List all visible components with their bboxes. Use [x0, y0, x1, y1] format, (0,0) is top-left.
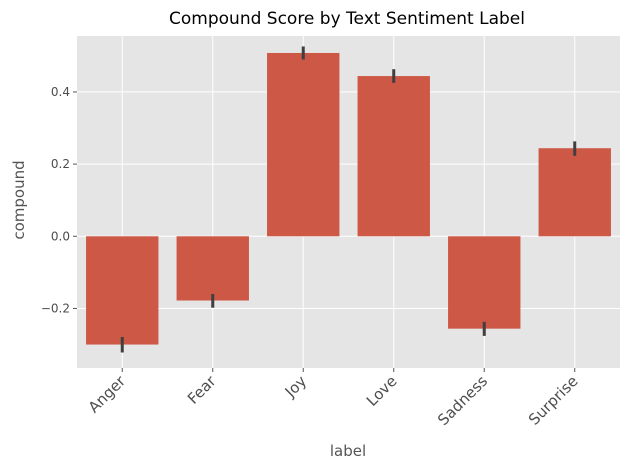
- x-tick-label: Fear: [184, 372, 220, 408]
- bar-love: [357, 76, 430, 237]
- chart-title: Compound Score by Text Sentiment Label: [169, 9, 525, 29]
- x-tick-label: Sadness: [434, 372, 491, 429]
- bar-fear: [176, 236, 249, 301]
- bar-joy: [267, 52, 340, 237]
- y-axis: −0.2 0.0 0.2 0.4: [41, 85, 77, 315]
- x-tick-label: Surprise: [525, 372, 582, 429]
- x-tick-label: Joy: [281, 372, 310, 401]
- bar-surprise: [538, 148, 611, 237]
- x-tick-label: Anger: [85, 372, 130, 417]
- bars: [86, 52, 611, 345]
- y-tick-label: 0.0: [51, 229, 70, 243]
- plot-area: [77, 36, 620, 368]
- error-bars: [120, 46, 577, 353]
- x-tick-label: Love: [363, 372, 401, 410]
- bar-anger: [86, 236, 159, 345]
- y-tick-label: −0.2: [41, 301, 70, 315]
- x-axis: Anger Fear Joy Love Sadness Surprise: [85, 368, 582, 429]
- y-tick-label: 0.2: [51, 157, 70, 171]
- bar-sadness: [448, 236, 521, 329]
- y-axis-label: compound: [10, 160, 28, 239]
- x-axis-label: label: [330, 442, 366, 460]
- y-tick-label: 0.4: [51, 85, 70, 99]
